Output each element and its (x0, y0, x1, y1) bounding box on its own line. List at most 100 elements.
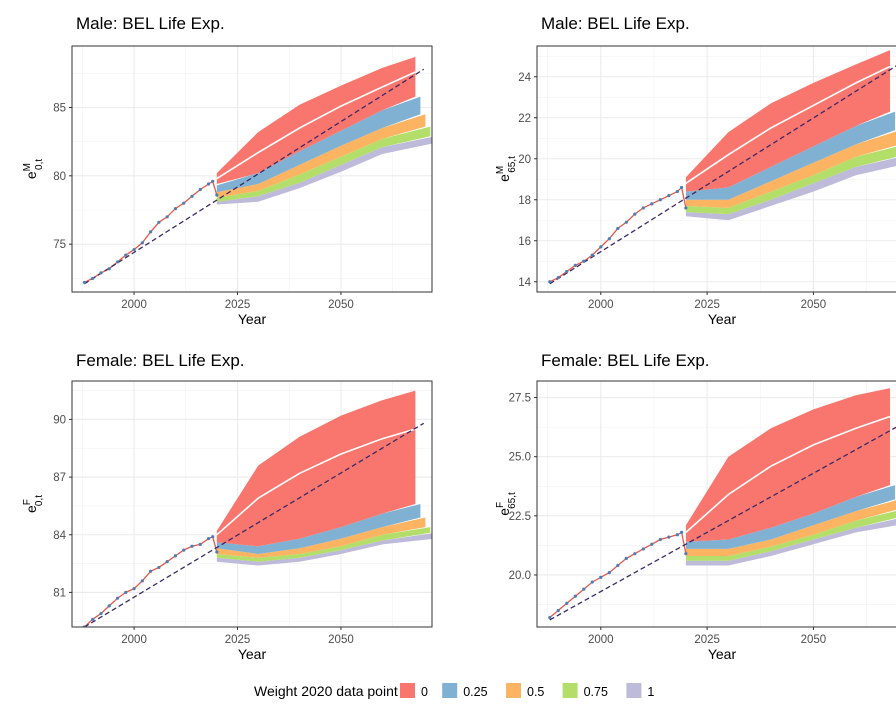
observed-point (684, 552, 688, 556)
observed-point (149, 569, 153, 573)
x-axis-label: Year (708, 646, 737, 662)
fan-band-weight-1 (216, 136, 432, 205)
observed-point (658, 198, 662, 202)
y-axis-label: eM0,t (22, 159, 45, 179)
x-tick-label: 2025 (225, 634, 251, 646)
y-tick-label: 25.0 (509, 452, 531, 464)
observed-point (624, 220, 628, 224)
observed-line (83, 535, 218, 627)
fan-band-weight-0-75 (685, 146, 896, 215)
fan-band-weight-0-5 (685, 131, 896, 208)
observed-point (82, 280, 87, 285)
y-tick-label: 14 (518, 277, 531, 289)
panels: 2000 2025 2050 75 80 85 Male: BEL Life Exp. Yea… (22, 14, 896, 662)
panel-title: Male: BEL Life Exp. (541, 14, 690, 33)
panel-4: 2000 2025 2050 20.0 22.5 25.0 27.5 Female: BEL … (495, 351, 896, 662)
fan-band-weight-0-5 (685, 500, 896, 556)
legend-swatch (442, 683, 458, 698)
x-axis-label: Year (238, 646, 267, 662)
observed-point (140, 579, 144, 583)
legend-item: 0.75 (562, 683, 608, 699)
observed-point (140, 241, 144, 245)
x-axis-label: Year (238, 311, 267, 327)
plot-content (548, 50, 896, 285)
y-axis-label: eF0,t (22, 495, 45, 513)
y-tick-label: 84 (53, 530, 66, 542)
fan-band-weight-0-25 (685, 111, 896, 200)
legend-label: 1 (647, 685, 654, 699)
plot-content (82, 56, 432, 285)
observed-point (124, 253, 128, 257)
x-tick-label: 2050 (801, 299, 827, 311)
observed-point (165, 560, 169, 564)
observed-point (624, 556, 628, 561)
observed-point (99, 271, 103, 275)
observed-point (590, 253, 594, 257)
panel-border (71, 380, 433, 628)
observed-point (157, 565, 161, 570)
legend-label: 0.75 (584, 685, 608, 699)
x-tick-label: 2025 (694, 299, 720, 311)
legend-title: Weight 2020 data point (254, 683, 398, 699)
x-axis-label: Year (708, 311, 737, 327)
y-tick-label: 16 (518, 236, 531, 248)
plot-content (548, 388, 896, 621)
observed-point (173, 554, 178, 558)
observed-point (124, 590, 128, 595)
x-tick-label: 2000 (588, 299, 614, 311)
median-line (685, 415, 891, 533)
x-tick-label: 2025 (225, 299, 251, 311)
panel-title: Female: BEL Life Exp. (541, 351, 710, 370)
x-tick-label: 2050 (328, 634, 354, 646)
observed-point (667, 194, 671, 198)
legend-item: 0.5 (506, 683, 544, 699)
median-line (685, 65, 891, 184)
observed-point (556, 608, 560, 613)
observed-point (206, 536, 211, 541)
dashed-trend-line (84, 68, 425, 285)
legend-label: 0.25 (463, 685, 487, 699)
observed-point (675, 533, 679, 537)
legend-swatch (400, 683, 415, 698)
legend-label: 0 (421, 685, 428, 699)
legend-item: 1 (626, 683, 654, 699)
panel-3: 2000 2025 2050 81 84 87 90 Female: BEL Life Exp… (22, 351, 433, 662)
fan-band-weight-0-5 (216, 517, 426, 558)
observed-point (556, 276, 560, 280)
x-tick-label: 2000 (121, 634, 147, 646)
observed-point (590, 580, 594, 584)
observed-point (190, 544, 194, 548)
observed-point (658, 537, 662, 542)
observed-point (641, 206, 645, 210)
observed-point (211, 179, 215, 183)
panel-border (536, 380, 896, 628)
panel-2: 2000 2025 2050 14 16 18 20 22 24 Male: BEL Life E… (495, 14, 896, 327)
observed-point (573, 594, 577, 598)
observed-point (565, 269, 569, 274)
observed-point (198, 187, 202, 192)
observed-point (211, 535, 215, 539)
observed-point (633, 212, 637, 216)
y-tick-label: 75 (53, 239, 66, 251)
legend-items: 0 0.25 0.5 0.75 1 (400, 683, 654, 699)
y-tick-label: 87 (53, 472, 66, 484)
dashed-trend-line (549, 426, 896, 621)
panel-1: 2000 2025 2050 75 80 85 Male: BEL Life Exp. Yea… (22, 14, 433, 327)
panel-title: Female: BEL Life Exp. (76, 351, 245, 370)
observed-point (582, 587, 586, 591)
observed-point (165, 215, 169, 219)
observed-point (607, 237, 611, 241)
y-tick-label: 24 (518, 72, 531, 84)
observed-point (132, 248, 136, 252)
fan-band-weight-1 (216, 533, 432, 566)
y-axis-label: eF65,t (495, 492, 518, 516)
observed-point (107, 604, 111, 608)
observed-point (684, 206, 688, 210)
observed-point (616, 563, 620, 568)
y-tick-label: 27.5 (509, 393, 531, 405)
plot-content (82, 390, 432, 627)
x-tick-label: 2050 (328, 299, 354, 311)
panel-title: Male: BEL Life Exp. (76, 14, 225, 33)
fan-band-weight-0 (685, 50, 890, 192)
y-tick-label: 18 (518, 195, 531, 207)
